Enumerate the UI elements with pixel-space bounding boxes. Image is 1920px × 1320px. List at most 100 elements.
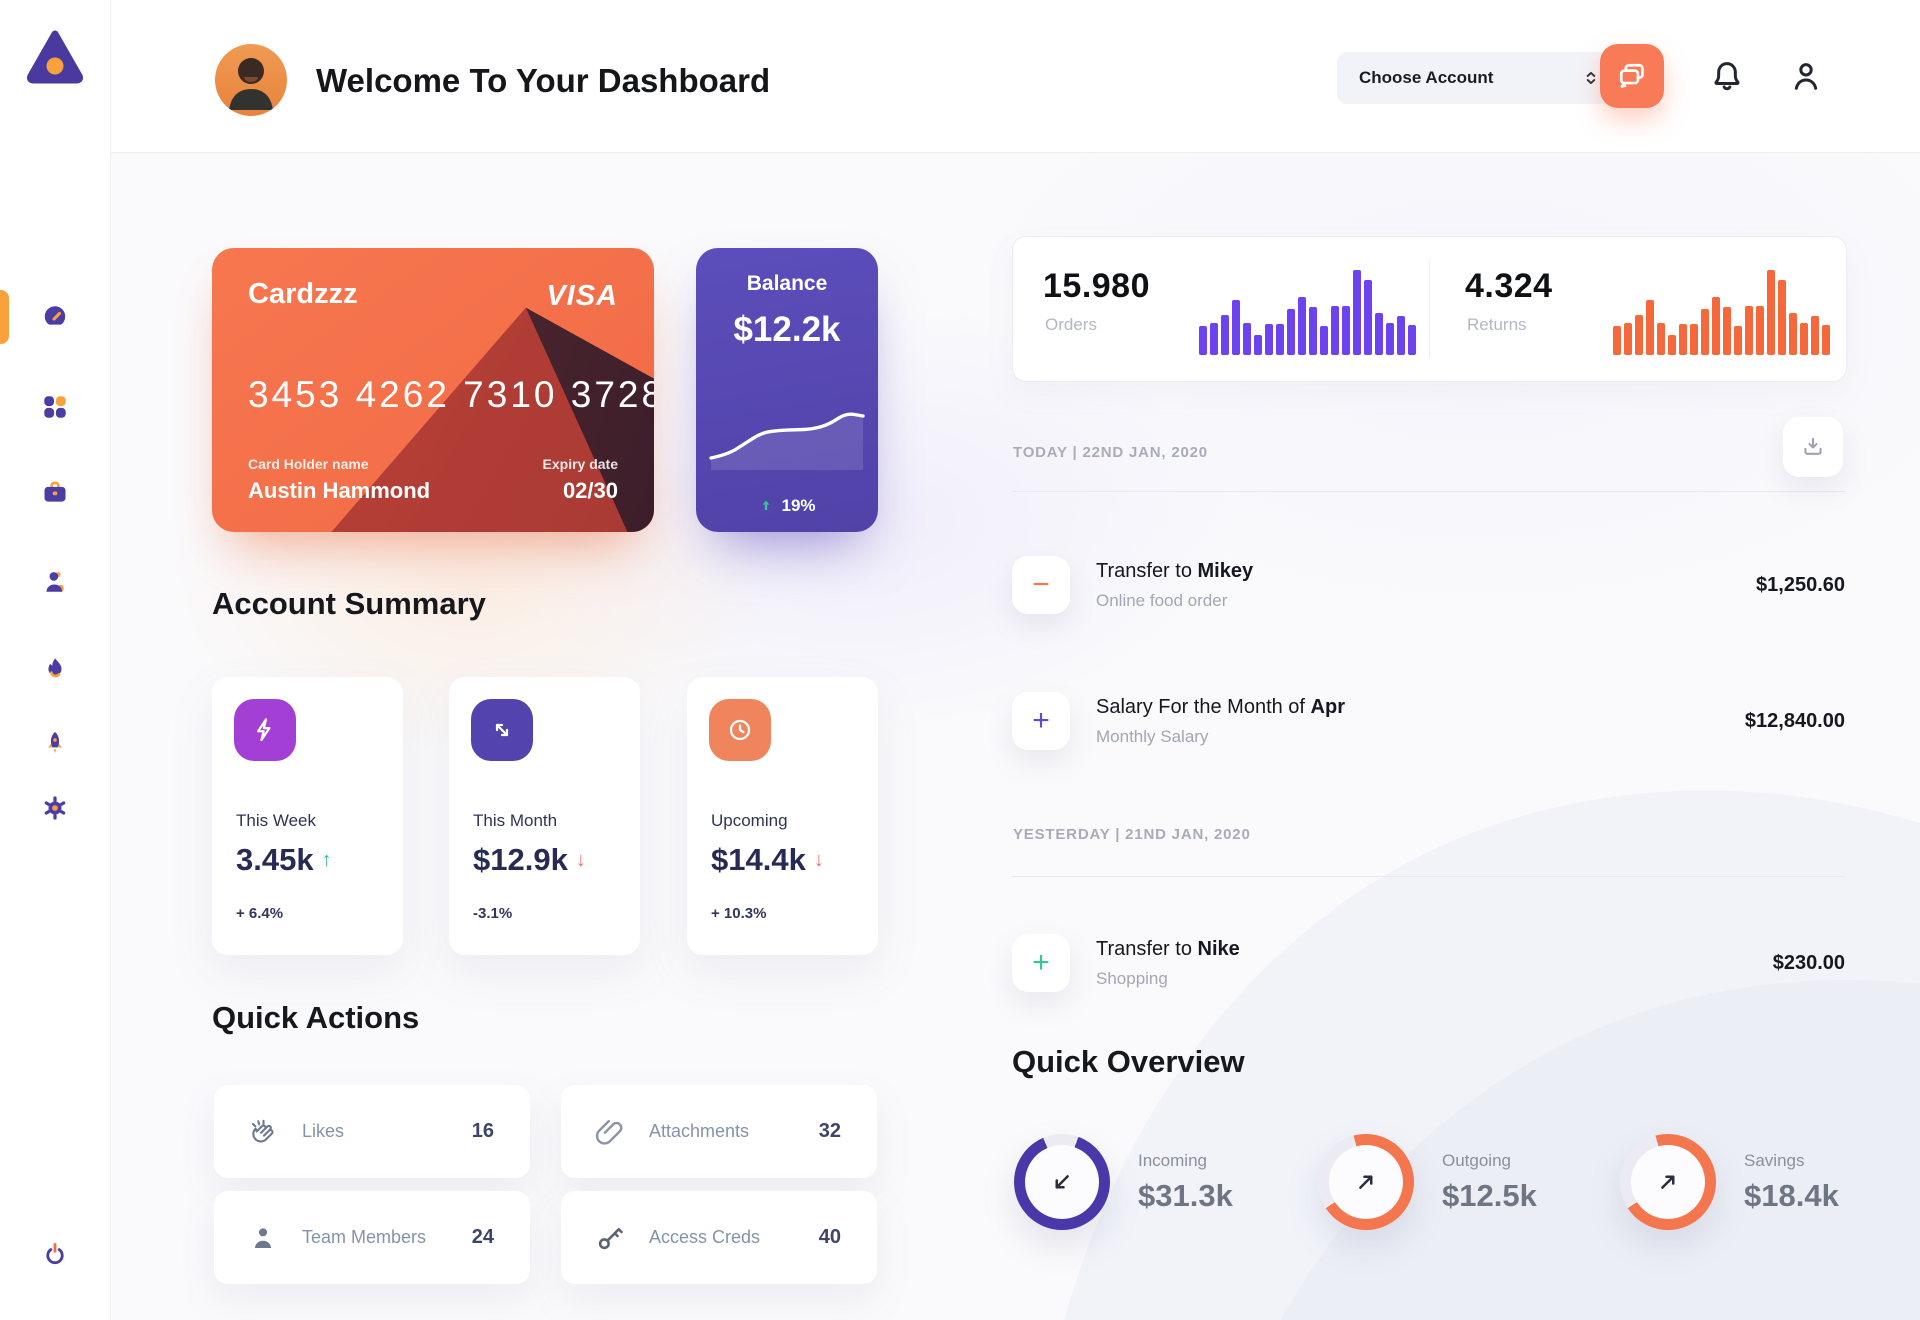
profile-button[interactable] [1786,56,1826,96]
returns-value: 4.324 [1465,267,1553,305]
lightning-icon [234,699,296,761]
quick-action-access-creds[interactable]: Access Creds 40 [561,1191,877,1284]
overview-label: Outgoing [1442,1150,1511,1170]
arrow-down-left-icon [1055,1175,1069,1189]
app-logo[interactable] [24,26,86,88]
quick-action-team-members[interactable]: Team Members 24 [214,1191,530,1284]
arrow-up-right-icon [1359,1175,1373,1189]
sidebar-item-logout[interactable] [41,1240,69,1268]
rocket-icon [48,732,62,754]
overview-value: $31.3k [1138,1177,1233,1213]
sidebar-item-apps[interactable] [41,393,69,421]
transaction-title-bold: Apr [1310,695,1345,718]
diagonal-arrows-icon [471,699,533,761]
user-avatar[interactable] [215,44,287,116]
sidebar-item-members[interactable] [41,568,69,596]
choose-account-select[interactable]: Choose Account [1337,52,1617,104]
transaction-amount: $230.00 [1772,951,1845,974]
quick-action-likes[interactable]: Likes 16 [214,1085,530,1178]
summary-value: $14.4k ↓ [711,842,824,878]
sidebar-item-dashboard[interactable] [41,302,69,330]
summary-value-text: $14.4k [711,842,806,877]
overview-value: $18.4k [1744,1177,1839,1213]
transaction-info: Transfer to Mikey Online food order [1096,560,1253,611]
trend-arrow: ↓ [575,848,586,871]
user-icon [46,571,64,592]
summary-label: Upcoming [711,811,788,830]
summary-change: + 10.3% [711,905,767,922]
balance-sparkline [709,412,865,470]
transaction-minus-icon: − [1012,556,1070,614]
summary-change: -3.1% [473,905,513,922]
gear-icon [44,796,66,820]
balance-title: Balance [746,272,828,295]
transactions-divider [1012,876,1845,877]
avatar-photo [229,58,273,110]
orders-mini-bar-chart [1199,265,1419,355]
quick-action-label: Likes [302,1121,345,1141]
power-icon [46,1243,64,1265]
returns-mini-bar-chart [1613,265,1833,355]
clap-icon [251,1119,274,1142]
clock-icon [709,699,771,761]
card-holder-name: Austin Hammond [248,478,431,503]
notifications-button[interactable] [1707,56,1747,96]
page-title: Welcome To Your Dashboard [316,62,771,99]
account-summary-title: Account Summary [212,586,486,621]
trend-arrow: ↑ [321,848,332,871]
balance-card: Balance $12.2k 19% [696,248,878,532]
transaction-title: Transfer to Nike [1096,938,1240,961]
transaction-title-prefix: Transfer to [1096,937,1198,960]
transactions-divider [1012,491,1845,492]
active-nav-indicator [0,290,9,344]
download-icon [1804,437,1822,455]
messages-button[interactable] [1600,44,1664,108]
person-icon [1794,63,1818,90]
overview-text: Savings $18.4k [1744,1151,1839,1214]
quick-actions-title: Quick Actions [212,1000,420,1035]
transaction-title: Transfer to Mikey [1096,560,1253,583]
orders-returns-card: 15.980 Orders 4.324 Returns [1012,236,1847,382]
balance-change-value: 19% [781,496,816,515]
transaction-info: Transfer to Nike Shopping [1096,938,1240,989]
arrow-up-right-icon [1661,1175,1675,1189]
card-name: Cardzzz [248,278,358,310]
balance-value: $12.2k [733,310,841,349]
sidebar-item-activity[interactable] [41,655,69,683]
sidebar-item-portfolio[interactable] [41,478,69,506]
quick-action-count: 40 [818,1226,841,1248]
orders-label: Orders [1045,315,1097,334]
summary-value: $12.9k ↓ [473,842,586,878]
card-holder-label: Card Holder name [248,456,369,472]
outgoing-progress-ring [1318,1134,1414,1230]
transaction-amount: $1,250.60 [1756,573,1845,596]
sidebar-item-boost[interactable] [41,729,69,757]
sidebar-item-settings[interactable] [41,794,69,822]
transaction-row-mikey[interactable]: − Transfer to Mikey Online food order $1… [1012,543,1845,627]
visa-logo: VISA [546,280,618,312]
transaction-info: Salary For the Month of Apr Monthly Sala… [1096,696,1345,747]
returns-label: Returns [1467,315,1527,334]
quick-action-attachments[interactable]: Attachments 32 [561,1085,877,1178]
speedometer-icon [44,306,66,325]
overview-label: Savings [1744,1150,1805,1170]
transaction-row-nike[interactable]: + Transfer to Nike Shopping $230.00 [1012,921,1845,1005]
transactions-section-header-yesterday: YESTERDAY | 21ND JAN, 2020 [1013,826,1251,843]
bell-icon [1714,62,1740,91]
summary-change: + 6.4% [236,905,284,922]
credit-card: Cardzzz VISA 3453 4262 7310 3728 Card Ho… [212,248,654,532]
summary-label: This Month [473,811,558,830]
transaction-row-salary[interactable]: + Salary For the Month of Apr Monthly Sa… [1012,679,1845,763]
chat-bubbles-icon [1619,63,1644,88]
transaction-title-prefix: Transfer to [1096,559,1198,582]
overview-text: Incoming $31.3k [1138,1151,1233,1214]
card-expiry-label: Expiry date [542,456,618,472]
balance-change: 19% [696,496,878,516]
quick-action-count: 32 [818,1120,841,1142]
overview-value: $12.5k [1442,1177,1537,1213]
transaction-title-bold: Mikey [1197,559,1254,582]
download-button[interactable] [1783,417,1843,477]
transaction-title-bold: Nike [1197,937,1240,960]
member-icon [254,1227,272,1248]
transaction-subtitle: Monthly Salary [1096,726,1209,746]
